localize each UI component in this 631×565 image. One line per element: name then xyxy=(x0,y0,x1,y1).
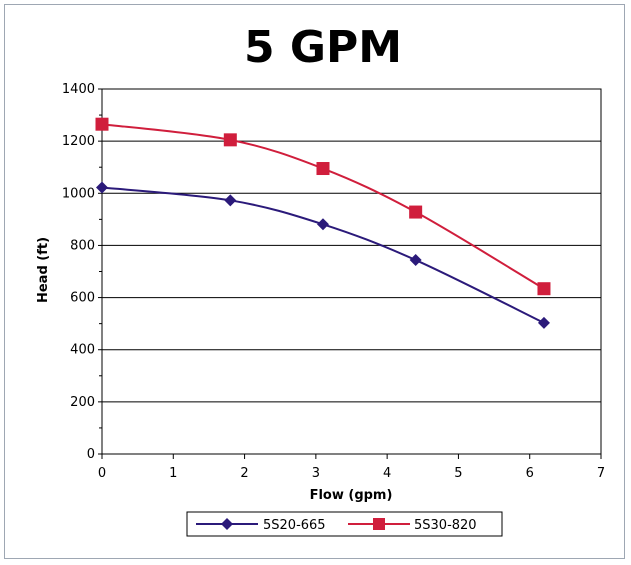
data-point-square xyxy=(316,162,330,176)
axes xyxy=(98,88,602,459)
data-point-diamond xyxy=(96,181,108,194)
legend-label-1: 5S30-820 xyxy=(414,518,477,533)
legend-marker-square xyxy=(373,518,385,530)
series-group xyxy=(95,117,551,329)
y-tick-label: 200 xyxy=(70,395,95,410)
chart-frame xyxy=(4,4,625,559)
data-point-diamond xyxy=(537,316,550,329)
series-line-0 xyxy=(101,186,545,324)
x-tick-label: 5 xyxy=(454,466,462,481)
legend-label-0: 5S20-665 xyxy=(263,518,326,533)
series-line-1 xyxy=(101,123,545,290)
x-tick-labels: 0 1 2 3 4 5 6 7 xyxy=(98,466,605,481)
x-tick-label: 6 xyxy=(526,466,534,481)
y-tick-label: 0 xyxy=(87,447,95,462)
data-point-square xyxy=(223,133,237,147)
data-point-diamond xyxy=(316,218,329,231)
x-tick-label: 1 xyxy=(169,466,177,481)
legend: 5S20-665 5S30-820 xyxy=(186,511,503,537)
data-point-square xyxy=(95,117,109,131)
y-tick-label: 600 xyxy=(70,291,95,306)
data-point-square xyxy=(409,205,423,219)
y-tick-labels: 0 200 400 600 800 1000 1200 1400 xyxy=(62,82,95,462)
gridlines xyxy=(102,88,601,455)
legend-marker-diamond xyxy=(221,518,233,530)
x-tick-label: 0 xyxy=(98,466,106,481)
y-tick-label: 1400 xyxy=(62,82,95,97)
x-tick-label: 7 xyxy=(597,466,605,481)
x-tick-label: 4 xyxy=(383,466,391,481)
chart-title: 5 GPM xyxy=(244,22,402,73)
y-tick-label: 1200 xyxy=(62,134,95,149)
data-point-diamond xyxy=(409,254,422,267)
x-tick-label: 3 xyxy=(312,466,320,481)
y-axis-label: Head (ft) xyxy=(36,237,51,303)
y-tick-label: 400 xyxy=(70,343,95,358)
x-tick-label: 2 xyxy=(240,466,248,481)
x-axis-label: Flow (gpm) xyxy=(310,488,393,503)
data-point-square xyxy=(537,282,551,296)
y-tick-label: 1000 xyxy=(62,186,95,201)
data-point-diamond xyxy=(224,194,237,207)
y-tick-label: 800 xyxy=(70,238,95,253)
plot-area xyxy=(101,88,602,455)
